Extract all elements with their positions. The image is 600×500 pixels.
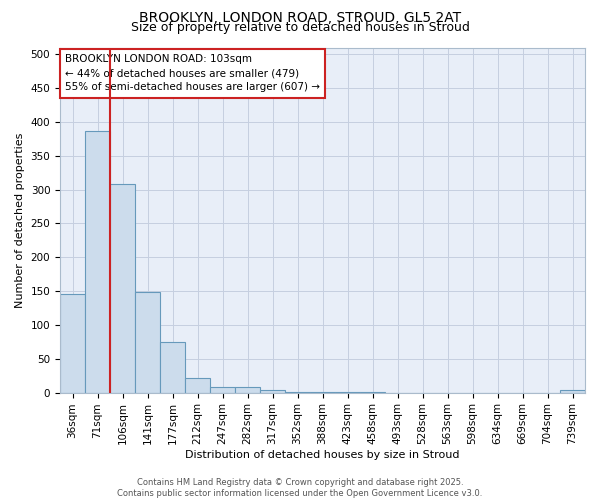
- Bar: [160, 342, 185, 392]
- Bar: [85, 132, 110, 392]
- Bar: [560, 390, 585, 392]
- Bar: [235, 386, 260, 392]
- Bar: [110, 184, 135, 392]
- Y-axis label: Number of detached properties: Number of detached properties: [15, 132, 25, 308]
- Bar: [135, 292, 160, 392]
- X-axis label: Distribution of detached houses by size in Stroud: Distribution of detached houses by size …: [185, 450, 460, 460]
- Text: Size of property relative to detached houses in Stroud: Size of property relative to detached ho…: [131, 21, 469, 34]
- Bar: [210, 386, 235, 392]
- Text: Contains HM Land Registry data © Crown copyright and database right 2025.
Contai: Contains HM Land Registry data © Crown c…: [118, 478, 482, 498]
- Text: BROOKLYN, LONDON ROAD, STROUD, GL5 2AT: BROOKLYN, LONDON ROAD, STROUD, GL5 2AT: [139, 11, 461, 25]
- Bar: [260, 390, 285, 392]
- Bar: [185, 378, 210, 392]
- Text: BROOKLYN LONDON ROAD: 103sqm
← 44% of detached houses are smaller (479)
55% of s: BROOKLYN LONDON ROAD: 103sqm ← 44% of de…: [65, 54, 320, 92]
- Bar: [60, 294, 85, 392]
